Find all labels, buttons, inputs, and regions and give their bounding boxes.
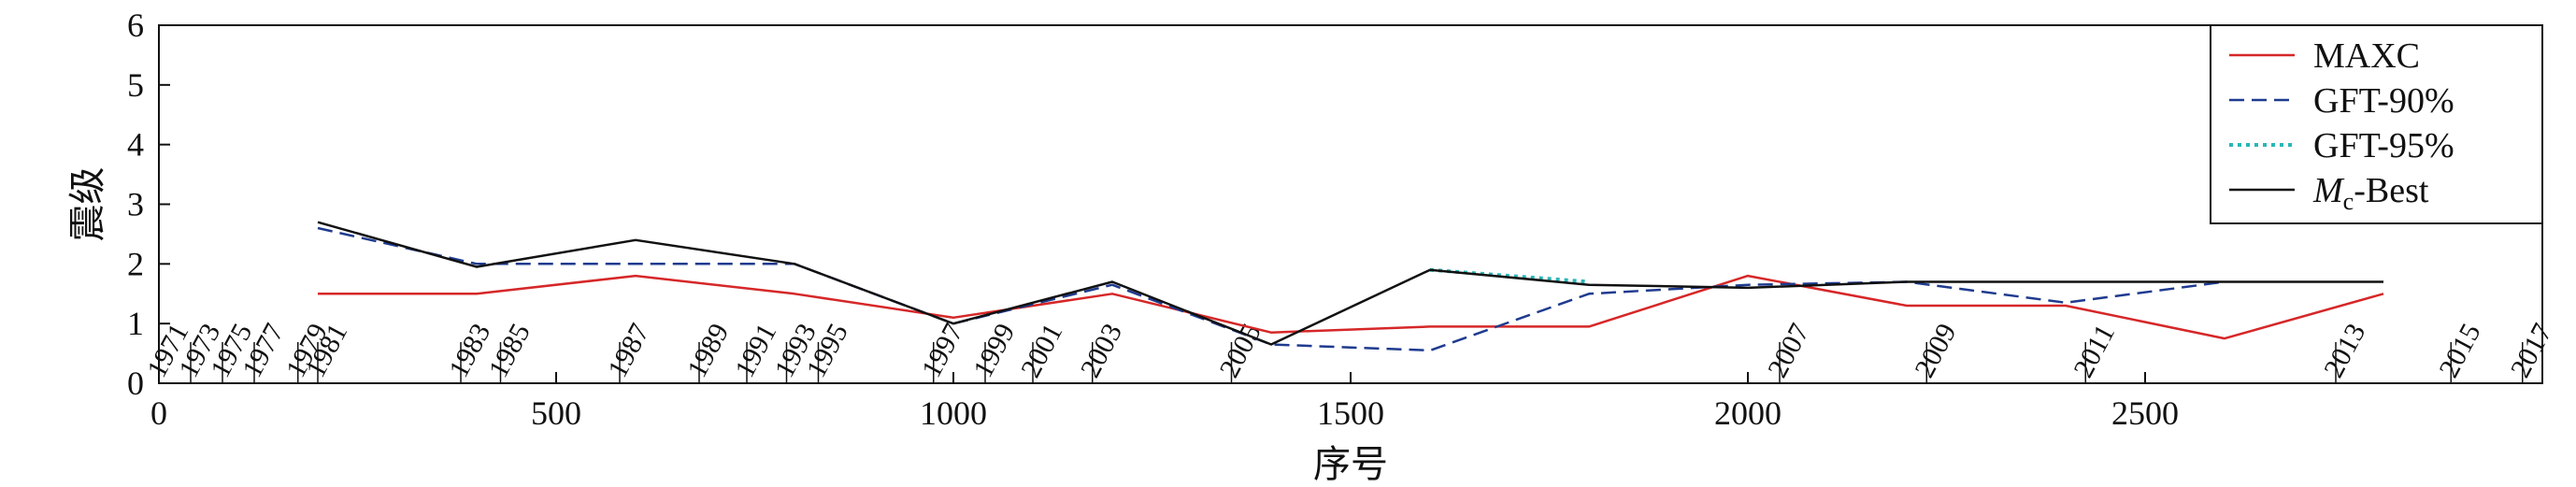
year-marker-label: 2001 <box>1015 319 1068 382</box>
year-marker-label: 1989 <box>681 319 735 382</box>
y-axis-label: 震级 <box>66 167 109 242</box>
year-marker-label: 1997 <box>916 319 969 382</box>
year-marker-label: 1983 <box>443 319 496 382</box>
legend-label-subscript: c <box>2343 188 2354 215</box>
y-tick-label: 3 <box>127 186 144 223</box>
x-tick-label: 2000 <box>1714 394 1782 432</box>
y-tick-label: 1 <box>127 305 144 342</box>
year-marker-label: 2005 <box>1214 319 1267 382</box>
y-tick-label: 0 <box>127 365 144 402</box>
y-tick-label: 2 <box>127 245 144 282</box>
year-marker-label: 2009 <box>1909 319 1962 382</box>
y-tick-label: 5 <box>127 66 144 104</box>
series-line-3 <box>317 221 2383 346</box>
legend-label: MAXC <box>2313 36 2420 76</box>
year-marker-label: 2011 <box>2068 320 2121 382</box>
year-marker-label: 1999 <box>967 319 1021 382</box>
legend-label: GFT-90% <box>2313 81 2454 121</box>
x-tick-label: 0 <box>150 394 167 432</box>
year-marker-label: 2015 <box>2433 319 2486 382</box>
year-marker-label: 2007 <box>1762 319 1815 382</box>
x-axis-label: 序号 <box>1313 443 1388 486</box>
x-tick-label: 500 <box>531 394 581 432</box>
y-tick-label: 6 <box>127 7 144 44</box>
year-marker-label: 1985 <box>483 319 537 382</box>
legend-label: Mc-Best <box>2312 171 2429 215</box>
year-marker-label: 1987 <box>602 319 655 382</box>
x-tick-label: 2500 <box>2111 394 2179 432</box>
year-marker-label: 1991 <box>729 319 782 382</box>
legend-label: GFT-95% <box>2313 126 2454 165</box>
year-marker-label: 2003 <box>1075 319 1128 382</box>
x-tick-label: 1500 <box>1317 394 1384 432</box>
legend-label-main: M <box>2312 171 2345 210</box>
legend-label-suffix: -Best <box>2354 171 2429 210</box>
legend: MAXC GFT-90% GFT-95% Mc-Best <box>2210 24 2543 224</box>
year-marker-label: 2017 <box>2505 319 2558 382</box>
year-marker-label: 2013 <box>2318 319 2371 382</box>
series-line-0 <box>318 274 2384 340</box>
x-tick-label: 1000 <box>920 394 987 432</box>
y-tick-label: 4 <box>127 126 144 164</box>
